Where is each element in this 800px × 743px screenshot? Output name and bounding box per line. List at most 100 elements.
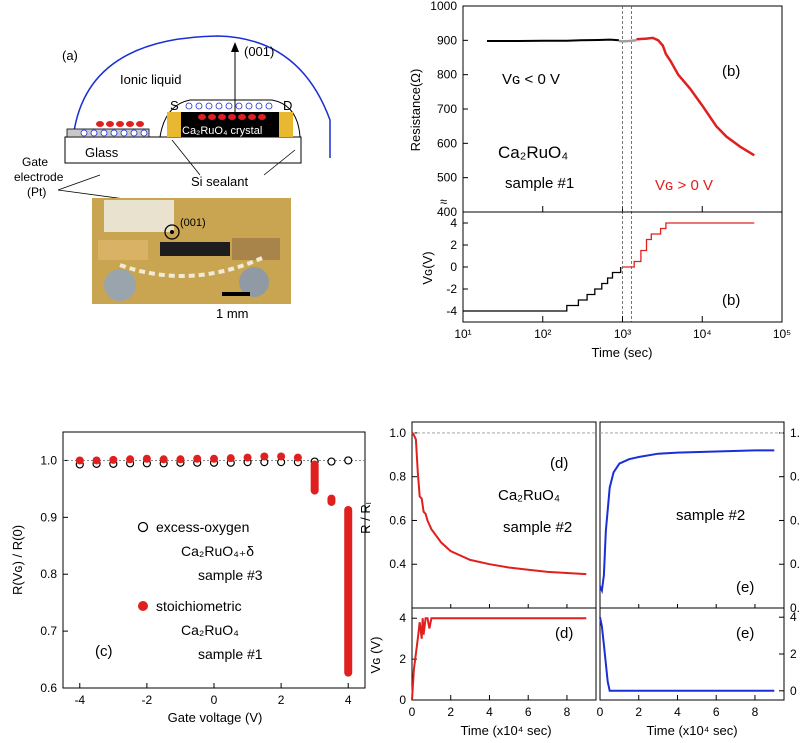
b-top-series-grey bbox=[618, 39, 637, 43]
drain-contact bbox=[279, 112, 293, 137]
scale-bar-label: 1 mm bbox=[216, 306, 249, 321]
drain-label: D bbox=[283, 98, 292, 113]
b-top-series-red bbox=[636, 36, 755, 157]
c-filled-point bbox=[193, 454, 202, 463]
x-tick-label: -2 bbox=[142, 693, 153, 707]
e-sample-no: sample #2 bbox=[676, 507, 745, 524]
y-tick-label: 2 bbox=[790, 647, 797, 661]
axis-001-label: (001) bbox=[244, 44, 274, 59]
c-filled-point bbox=[176, 455, 185, 464]
y-tick-label: 1.0 bbox=[40, 453, 57, 467]
b-bottom-ticks: -4 -2 0 2 4 10¹ 10² 10³ 10⁴ 10⁵ bbox=[446, 216, 791, 341]
c-filled-point bbox=[243, 453, 252, 462]
c-filled-point bbox=[226, 454, 235, 463]
e-bottom-panel-label: (e) bbox=[736, 625, 754, 642]
panel-d-top: 0.4 0.6 0.8 1.0 R / Rᵢ (d) Ca₂RuO₄ sample #… bbox=[358, 421, 597, 609]
y-tick-label: 0.8 bbox=[790, 470, 800, 484]
y-tick-label: 600 bbox=[437, 136, 457, 150]
x-tick-label: 8 bbox=[752, 705, 759, 719]
b-top-series-black bbox=[487, 38, 619, 42]
y-tick-label: 800 bbox=[437, 68, 457, 82]
c-legend-filled-circle bbox=[138, 601, 148, 611]
b-bottom-ylabel: Vɢ(V) bbox=[420, 251, 435, 284]
x-tick-label: 10² bbox=[534, 327, 551, 341]
c-legend-1-formula: Ca₂RuO₄₊δ bbox=[181, 543, 254, 559]
d-bottom-xlabel: Time (x10⁴ sec) bbox=[460, 723, 551, 738]
y-tick-label: 0.9 bbox=[40, 510, 57, 524]
c-legend-1-name: excess-oxygen bbox=[156, 519, 249, 535]
e-bottom-frame bbox=[599, 607, 785, 701]
y-tick-label: 0.2 bbox=[790, 601, 800, 615]
b-bottom-series-black bbox=[463, 267, 622, 312]
panel-a-label: (a) bbox=[62, 48, 78, 63]
c-filled-point bbox=[293, 453, 302, 462]
c-legend-2-formula: Ca₂RuO₄ bbox=[181, 622, 239, 638]
c-filled-point bbox=[126, 455, 135, 464]
c-filled-point bbox=[109, 455, 118, 464]
c-marks bbox=[75, 452, 353, 677]
device-photo bbox=[92, 198, 291, 304]
c-xlabel: Gate voltage (V) bbox=[168, 710, 263, 725]
y-tick-label: 0 bbox=[399, 693, 406, 707]
e_top-series bbox=[599, 449, 775, 595]
y-tick-label: 400 bbox=[437, 205, 457, 219]
x-tick-label: 4 bbox=[674, 705, 681, 719]
y-tick-label: 2 bbox=[399, 652, 406, 666]
c-open-point bbox=[327, 457, 336, 466]
photo-axis-label: (001) bbox=[180, 217, 206, 229]
d-top-ticks: 0.4 0.6 0.8 1.0 bbox=[389, 426, 596, 608]
d-bottom-ylabel: Vɢ (V) bbox=[368, 637, 383, 674]
c-ticks: 0.6 0.7 0.8 0.9 1.0 -4 -2 0 2 4 bbox=[40, 453, 365, 707]
gate-electrode bbox=[66, 128, 150, 138]
e-bottom-ticks: 0 2 4 0 2 4 6 8 bbox=[597, 610, 797, 719]
si-sealant-outline bbox=[159, 99, 301, 138]
gate-electrode-label: Gate electrode (Pt) bbox=[14, 155, 64, 199]
y-tick-label: 0.7 bbox=[40, 624, 57, 638]
d_top-series bbox=[411, 432, 587, 576]
y-tick-label: 0.6 bbox=[389, 513, 406, 527]
b-bottom-xlabel: Time (sec) bbox=[592, 345, 653, 360]
d-sample-formula: Ca₂RuO₄ bbox=[498, 487, 560, 504]
d-top-panel-label: (d) bbox=[550, 455, 568, 472]
x-tick-label: 2 bbox=[635, 705, 642, 719]
y-tick-label: 2 bbox=[450, 238, 457, 252]
y-tick-label: 4 bbox=[399, 611, 406, 625]
y-tick-label: 0.4 bbox=[790, 557, 800, 571]
b-top-ticks: 400 500 600 700 800 900 1000 bbox=[430, 0, 783, 322]
d-bottom-frame bbox=[411, 607, 597, 701]
source-label: S bbox=[170, 98, 179, 113]
gate-minus-ions bbox=[96, 121, 144, 127]
y-tick-label: 0 bbox=[790, 684, 797, 698]
c-filled-point bbox=[260, 452, 269, 461]
y-tick-label: 0.4 bbox=[389, 557, 406, 571]
sealant-label: Si sealant bbox=[191, 174, 248, 189]
c-filled-range bbox=[310, 460, 319, 495]
panel-e-top: 0.2 0.4 0.6 0.8 1.0 (e) sample #2 bbox=[599, 421, 800, 615]
x-tick-label: 4 bbox=[345, 693, 352, 707]
sealant-pointer-b bbox=[263, 149, 296, 176]
panel-d-bottom: 0 2 4 0 2 4 6 8 Vɢ (V) Time (x10⁴ sec) (d) bbox=[368, 607, 597, 738]
y-tick-label: 0 bbox=[450, 260, 457, 274]
e-top-ticks: 0.2 0.4 0.6 0.8 1.0 bbox=[599, 426, 800, 615]
d-top-lines bbox=[411, 432, 587, 576]
b-bottom-series-red bbox=[622, 222, 755, 268]
y-tick-label: -4 bbox=[446, 304, 457, 318]
c-filled-point bbox=[75, 456, 84, 465]
b-bottom-panel-label: (b) bbox=[722, 292, 740, 309]
b-top-lines bbox=[487, 36, 755, 157]
x-tick-label: 0 bbox=[211, 693, 218, 707]
e-top-panel-label: (e) bbox=[736, 579, 754, 596]
glass-substrate bbox=[64, 136, 302, 164]
d-top-ylabel: R / Rᵢ bbox=[358, 502, 373, 534]
glass-label: Glass bbox=[85, 145, 119, 160]
crystal-minus-ions bbox=[198, 114, 266, 120]
c-legend-1-sample: sample #3 bbox=[198, 567, 263, 583]
y-tick-label: 1000 bbox=[430, 0, 457, 13]
photo-axis-circle-icon bbox=[164, 224, 180, 240]
c-panel-label: (c) bbox=[95, 643, 113, 660]
c-filled-point bbox=[92, 456, 101, 465]
y-tick-label: 0.6 bbox=[790, 513, 800, 527]
b-vg-neg-annotation: Vɢ < 0 V bbox=[502, 71, 560, 88]
x-tick-label: 10⁵ bbox=[773, 327, 791, 341]
x-tick-label: 2 bbox=[278, 693, 285, 707]
